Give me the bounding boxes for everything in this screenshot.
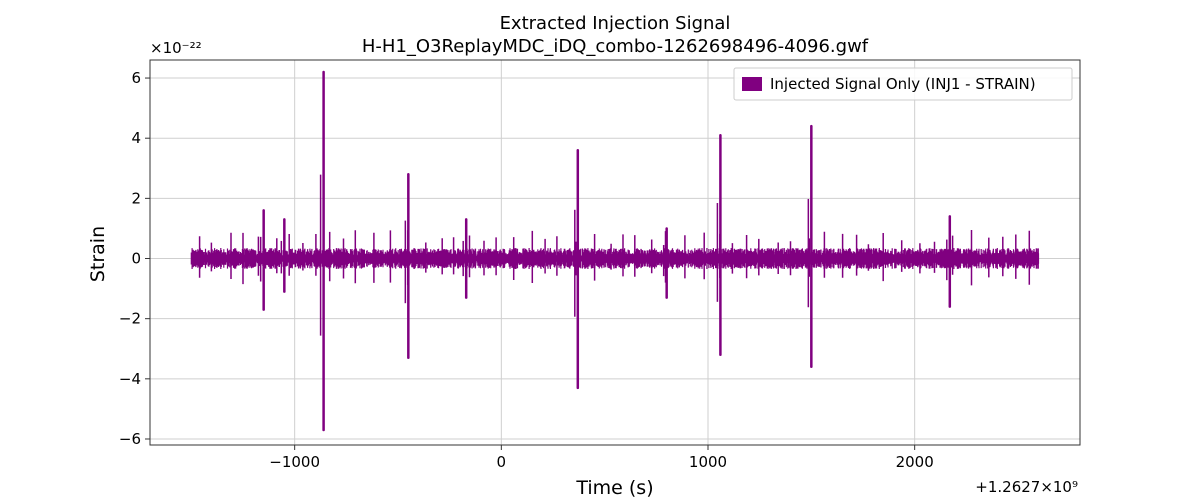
- legend: Injected Signal Only (INJ1 - STRAIN): [733, 67, 1073, 101]
- chart-subtitle: H-H1_O3ReplayMDC_iDQ_combo-1262698496-40…: [362, 36, 869, 57]
- grid-lines: [150, 60, 1080, 445]
- y-axis-label: Strain: [87, 226, 109, 282]
- legend-swatch: [742, 77, 762, 91]
- signal-bursts: [198, 230, 1031, 286]
- y-tick-label: −6: [119, 430, 141, 448]
- legend-box: [733, 67, 1073, 101]
- legend-label: Injected Signal Only (INJ1 - STRAIN): [770, 75, 1036, 93]
- x-axis-label: Time (s): [575, 477, 653, 499]
- y-tick-label: 6: [131, 69, 141, 87]
- y-tick-label: −2: [119, 310, 141, 328]
- plot-frame: [149, 59, 1081, 446]
- plot-area: [190, 70, 1040, 432]
- y-tick-label: 4: [131, 129, 141, 147]
- x-tick-label: −1000: [269, 453, 320, 471]
- chart-title: Extracted Injection Signal: [500, 13, 731, 34]
- y-tick-label: 0: [131, 250, 141, 268]
- x-axis-ticks: −1000 0 1000 2000: [269, 445, 934, 471]
- x-tick-label: 2000: [896, 453, 934, 471]
- y-tick-label: 2: [131, 189, 141, 207]
- y-axis-ticks: −6 −4 −2 0 2 4 6: [119, 69, 150, 448]
- y-scale-label: ×10⁻²²: [150, 39, 202, 57]
- x-offset-label: +1.2627×10⁹: [975, 478, 1078, 496]
- x-tick-label: 1000: [689, 453, 727, 471]
- y-tick-label: −4: [119, 370, 141, 388]
- x-tick-label: 0: [497, 453, 507, 471]
